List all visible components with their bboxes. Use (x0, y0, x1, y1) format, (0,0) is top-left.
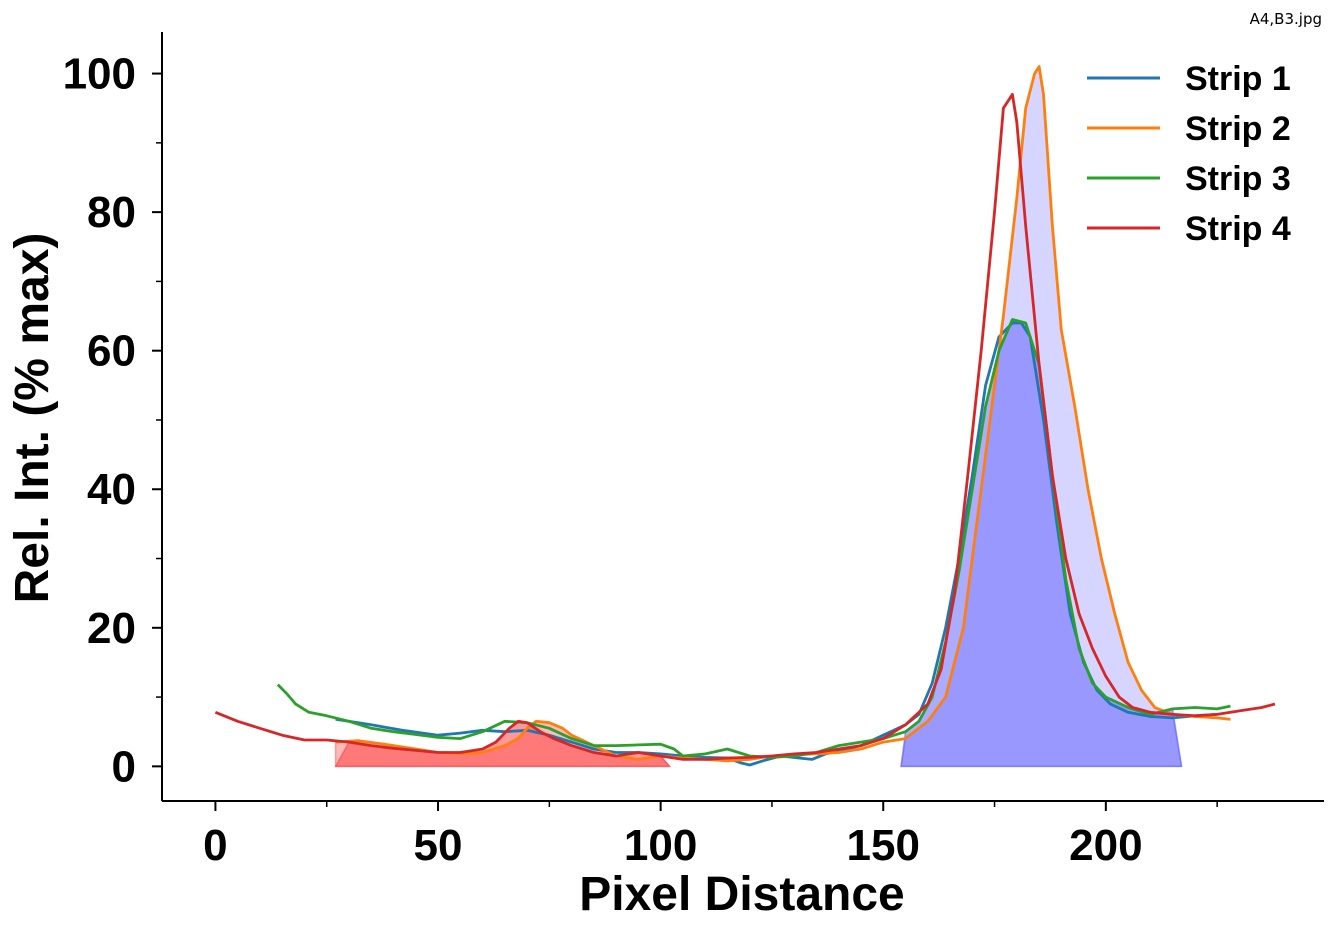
y-tick-label: 80 (87, 188, 136, 237)
axes (161, 32, 1324, 802)
y-tick-label: 40 (87, 465, 136, 514)
series-line-strip-3 (276, 318, 1231, 759)
x-tick-label: 0 (203, 821, 227, 870)
x-ticks: 0 50 100 150 200 (203, 801, 1218, 870)
x-axis-title: Pixel Distance (579, 868, 905, 921)
x-tick-label: 200 (1069, 821, 1142, 870)
series-line-strip-4 (214, 93, 1276, 761)
x-tick-label: 100 (624, 821, 697, 870)
y-tick-label: 60 (87, 327, 136, 376)
file-label: A4,B3.jpg (1250, 10, 1322, 28)
series-lines (214, 65, 1276, 767)
x-tick-label: 150 (847, 821, 920, 870)
y-tick-label: 0 (112, 742, 136, 791)
legend-label: Strip 3 (1185, 160, 1291, 198)
legend: Strip 1 Strip 2 Strip 3 Strip 4 (1087, 60, 1291, 248)
legend-label: Strip 4 (1185, 210, 1291, 248)
shaded-regions (334, 64, 1183, 768)
legend-label: Strip 1 (1185, 60, 1291, 98)
x-tick-label: 50 (414, 821, 463, 870)
y-tick-label: 100 (63, 50, 136, 99)
series-line-strip-2 (335, 65, 1231, 763)
legend-label: Strip 2 (1185, 110, 1291, 148)
y-ticks: 0 20 40 60 80 100 (63, 50, 162, 791)
y-axis-title: Rel. Int. (% max) (6, 233, 59, 604)
y-tick-label: 20 (87, 604, 136, 653)
